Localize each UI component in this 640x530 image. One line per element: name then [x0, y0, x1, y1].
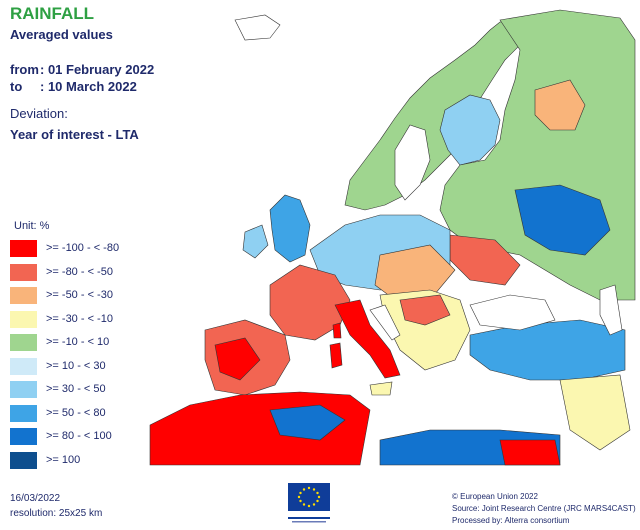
map-region-ireland	[242, 224, 269, 259]
legend-label: >= 80 - < 100	[46, 430, 112, 442]
map-region-turkey	[469, 319, 626, 381]
processed-by: Processed by: Alterra consortium	[452, 516, 570, 525]
legend-swatch	[10, 428, 37, 445]
map-region-balkans-red	[399, 294, 451, 326]
map-region-north-africa-blue	[269, 404, 346, 441]
from-date: : 01 February 2022	[40, 62, 155, 77]
legend-swatch	[10, 240, 37, 257]
legend-label: >= 10 - < 30	[46, 359, 106, 372]
legend-swatch	[10, 404, 37, 422]
map-region-sicily	[369, 381, 393, 396]
map-region-egypt-red	[499, 439, 561, 466]
legend-swatch	[10, 334, 37, 351]
eu-stars-icon	[297, 486, 321, 508]
legend-swatch	[10, 451, 37, 469]
legend-label: >= -100 - < -80	[46, 242, 120, 254]
legend-swatch	[10, 287, 37, 304]
map-region-east-blue	[514, 184, 611, 256]
copyright: © European Union 2022	[452, 492, 538, 501]
map-region-uk	[269, 194, 311, 263]
issue-date: 16/03/2022	[10, 493, 61, 504]
map-region-sardinia	[329, 342, 343, 369]
map-title: RAINFALL	[10, 4, 95, 23]
map-region-middle-east	[559, 374, 631, 451]
map-region-italy	[334, 299, 401, 379]
map-region-finland	[439, 94, 501, 166]
legend-swatch	[10, 310, 37, 328]
legend-label: >= 30 - < 50	[46, 383, 106, 395]
to-label: to	[10, 79, 23, 94]
map-region-north-africa	[149, 391, 371, 466]
legend-label: >= -30 - < -10	[46, 312, 113, 325]
map-sea-black	[469, 294, 556, 331]
legend-unit: Unit: %	[14, 220, 50, 232]
european-commission-logo	[288, 483, 330, 511]
resolution: resolution: 25x25 km	[10, 508, 103, 519]
map-region-iceland	[234, 14, 281, 41]
legend-label: >= -50 - < -30	[46, 289, 113, 301]
to-date: : 10 March 2022	[40, 79, 137, 94]
legend-swatch	[10, 381, 37, 398]
deviation-label: Deviation:	[10, 106, 68, 121]
map-region-corsica	[332, 322, 342, 339]
legend-label: >= 100	[46, 453, 81, 466]
map-region-east-orange	[534, 79, 586, 131]
legend-label: >= -80 - < -50	[46, 265, 113, 278]
legend-swatch	[10, 357, 37, 375]
deviation-value: Year of interest - LTA	[10, 127, 139, 142]
map-subtitle: Averaged values	[10, 27, 113, 42]
from-label: from	[10, 62, 39, 77]
map-sea-adriatic	[369, 304, 401, 341]
map-region-iberia-red	[214, 337, 261, 381]
source: Source: Joint Research Centre (JRC MARS4…	[452, 504, 636, 513]
legend-swatch	[10, 263, 37, 281]
map-sea-baltic	[394, 124, 431, 201]
european-commission-wordmark	[282, 512, 336, 523]
legend-label: >= 50 - < 80	[46, 406, 106, 419]
legend-label: >= -10 - < 10	[46, 336, 110, 348]
map-sea-caspian	[599, 284, 623, 336]
